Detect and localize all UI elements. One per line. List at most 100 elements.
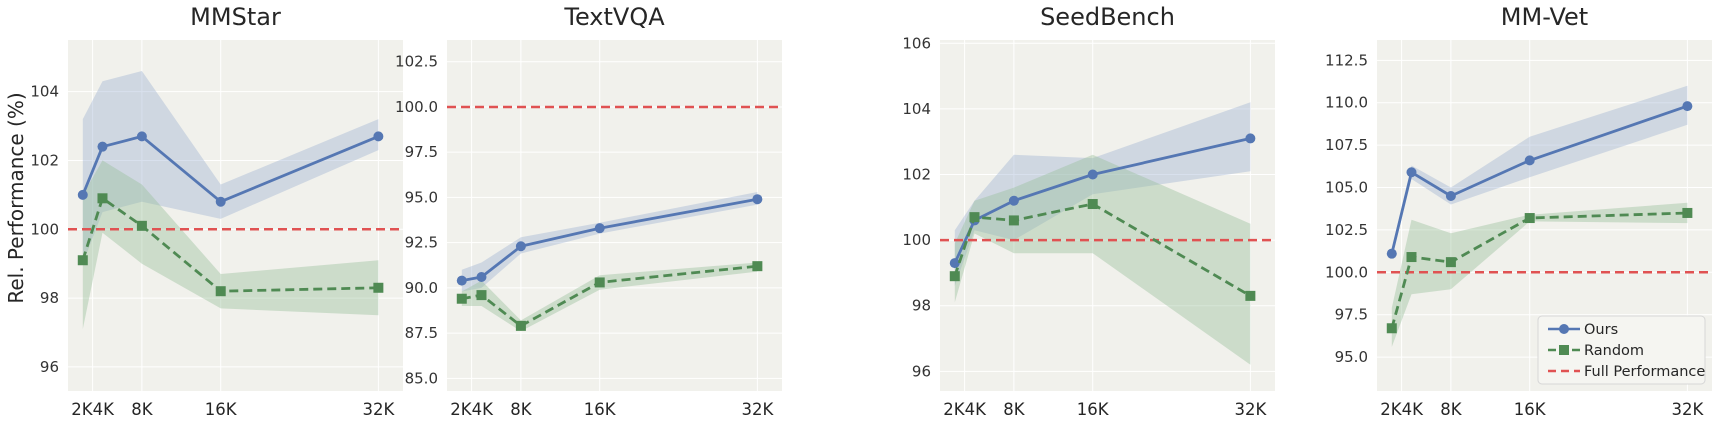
legend-random-label: Random — [1584, 343, 1644, 359]
seedbench-x-tick-label: 8K — [1003, 400, 1025, 419]
textvqa-random-point — [456, 293, 467, 304]
mm-vet-y-tick-label: 105.0 — [1325, 179, 1368, 197]
legend-full-performance-label: Full Performance — [1584, 364, 1705, 380]
mmstar-random-point — [77, 255, 88, 266]
seedbench-x-tick-label: 2K4K — [943, 400, 987, 419]
textvqa-ours-band — [461, 192, 758, 292]
mm-vet-ours-band — [1391, 85, 1688, 259]
mm-vet-ours-point — [1524, 155, 1535, 166]
textvqa-y-tick-label: 92.5 — [405, 234, 438, 252]
textvqa-x-tick-label: 8K — [510, 400, 532, 419]
seedbench-random-point — [1008, 215, 1019, 226]
textvqa-ours-point — [594, 223, 605, 234]
textvqa-plot-area — [447, 40, 782, 391]
legend-ours-marker — [1559, 324, 1569, 334]
textvqa-ours-point — [476, 272, 487, 283]
textvqa-y-tick-label: 85.0 — [405, 369, 438, 387]
mm-vet-random-point — [1445, 257, 1456, 268]
textvqa-y-tick-label: 90.0 — [405, 279, 438, 297]
seedbench-y-tick-label: 98 — [912, 297, 931, 315]
seedbench-random-point — [1245, 290, 1256, 301]
textvqa-y-tick-label: 97.5 — [405, 143, 438, 161]
mm-vet-x-tick-label: 16K — [1514, 400, 1547, 419]
textvqa-random-point — [515, 320, 526, 331]
textvqa-random-point — [752, 261, 763, 272]
textvqa-title: TextVQA — [563, 3, 665, 31]
mmstar-random-point — [215, 286, 226, 297]
seedbench-ours-point — [1087, 169, 1098, 180]
textvqa-random-point — [594, 277, 605, 288]
mmstar-title: MMStar — [190, 3, 281, 31]
mmstar-ours-band — [82, 71, 379, 264]
textvqa-ours-point — [515, 241, 526, 252]
mmstar-random-point — [97, 193, 108, 204]
mm-vet-y-tick-label: 112.5 — [1325, 51, 1368, 69]
legend-random-marker — [1559, 345, 1569, 355]
mmstar-ours-point — [136, 131, 147, 142]
seedbench-x-tick-label: 32K — [1234, 400, 1267, 419]
mm-vet-y-tick-label: 95.0 — [1335, 348, 1368, 366]
seedbench-random-band — [954, 154, 1251, 365]
legend-frame — [1537, 315, 1706, 385]
mm-vet-ours-point — [1406, 167, 1417, 178]
textvqa-x-tick-label: 32K — [741, 400, 774, 419]
mm-vet-x-tick-label: 8K — [1440, 400, 1462, 419]
y-axis-label: Rel. Performance (%) — [4, 92, 28, 303]
legend: Ours Random Full Performance — [1537, 315, 1706, 385]
seedbench-y-tick-label: 106 — [902, 34, 931, 52]
seedbench-y-tick-label: 102 — [902, 165, 931, 183]
textvqa-y-tick-label: 100.0 — [395, 98, 438, 116]
mm-vet-y-tick-label: 100.0 — [1325, 263, 1368, 281]
seedbench-random-point — [969, 212, 980, 223]
mm-vet-ours-point — [1386, 248, 1397, 259]
mm-vet-y-tick-label: 102.5 — [1325, 221, 1368, 239]
seedbench-ours-point — [949, 258, 960, 269]
mm-vet-x-tick-label: 2K4K — [1380, 400, 1424, 419]
seedbench-title: SeedBench — [1040, 3, 1175, 31]
mmstar-y-tick-label: 98 — [40, 289, 59, 307]
mmstar-plot-area — [68, 40, 403, 391]
mmstar-ours-point — [77, 189, 88, 200]
mm-vet-title: MM-Vet — [1501, 3, 1588, 31]
textvqa-y-tick-label: 87.5 — [405, 324, 438, 342]
textvqa-random-point — [476, 290, 487, 301]
mmstar-ours-point — [373, 131, 384, 142]
mm-vet-x-tick-label: 32K — [1671, 400, 1704, 419]
textvqa-x-tick-label: 16K — [584, 400, 617, 419]
textvqa-ours-point — [456, 275, 467, 286]
mmstar-x-tick-label: 8K — [131, 400, 153, 419]
mmstar-ours-point — [97, 141, 108, 152]
panel-mmstar: 96 98 100 102 104 2K4K 8K 16K 32K MMStar — [30, 3, 403, 419]
mmstar-y-tick-label: 96 — [40, 358, 59, 376]
mm-vet-y-tick-label: 107.5 — [1325, 136, 1368, 154]
mmstar-x-tick-label: 16K — [205, 400, 238, 419]
mm-vet-random-point — [1406, 252, 1417, 263]
mmstar-y-tick-label: 100 — [30, 220, 59, 238]
mmstar-x-tick-label: 32K — [362, 400, 395, 419]
mmstar-x-tick-label: 2K4K — [71, 400, 115, 419]
mm-vet-y-tick-label: 97.5 — [1335, 306, 1368, 324]
panel-textvqa: 85.0 87.5 90.0 92.5 95.0 97.5 100.0 102.5 2K4K 8K… — [395, 3, 782, 419]
seedbench-y-tick-label: 100 — [902, 231, 931, 249]
mmstar-random-band — [82, 160, 379, 330]
seedbench-x-tick-label: 16K — [1077, 400, 1110, 419]
seedbench-y-tick-label: 104 — [902, 100, 931, 118]
panel-seedbench: 96 98 100 102 104 106 2K4K 8K 16K 32K SeedBench — [902, 3, 1275, 419]
mmstar-random-point — [136, 220, 147, 231]
mmstar-y-tick-label: 102 — [30, 151, 59, 169]
textvqa-y-tick-label: 102.5 — [395, 53, 438, 71]
mm-vet-y-tick-label: 110.0 — [1325, 94, 1368, 112]
mmstar-ours-point — [215, 196, 226, 207]
seedbench-y-tick-label: 96 — [912, 362, 931, 380]
mm-vet-random-point — [1682, 207, 1693, 218]
legend-ours-label: Ours — [1584, 322, 1618, 338]
textvqa-random-band — [461, 262, 758, 332]
textvqa-ours-point — [752, 194, 763, 205]
seedbench-random-point — [949, 271, 960, 282]
mm-vet-random-point — [1386, 323, 1397, 334]
textvqa-y-tick-label: 95.0 — [405, 188, 438, 206]
mm-vet-random-point — [1524, 213, 1535, 224]
mmstar-y-tick-label: 104 — [30, 83, 59, 101]
